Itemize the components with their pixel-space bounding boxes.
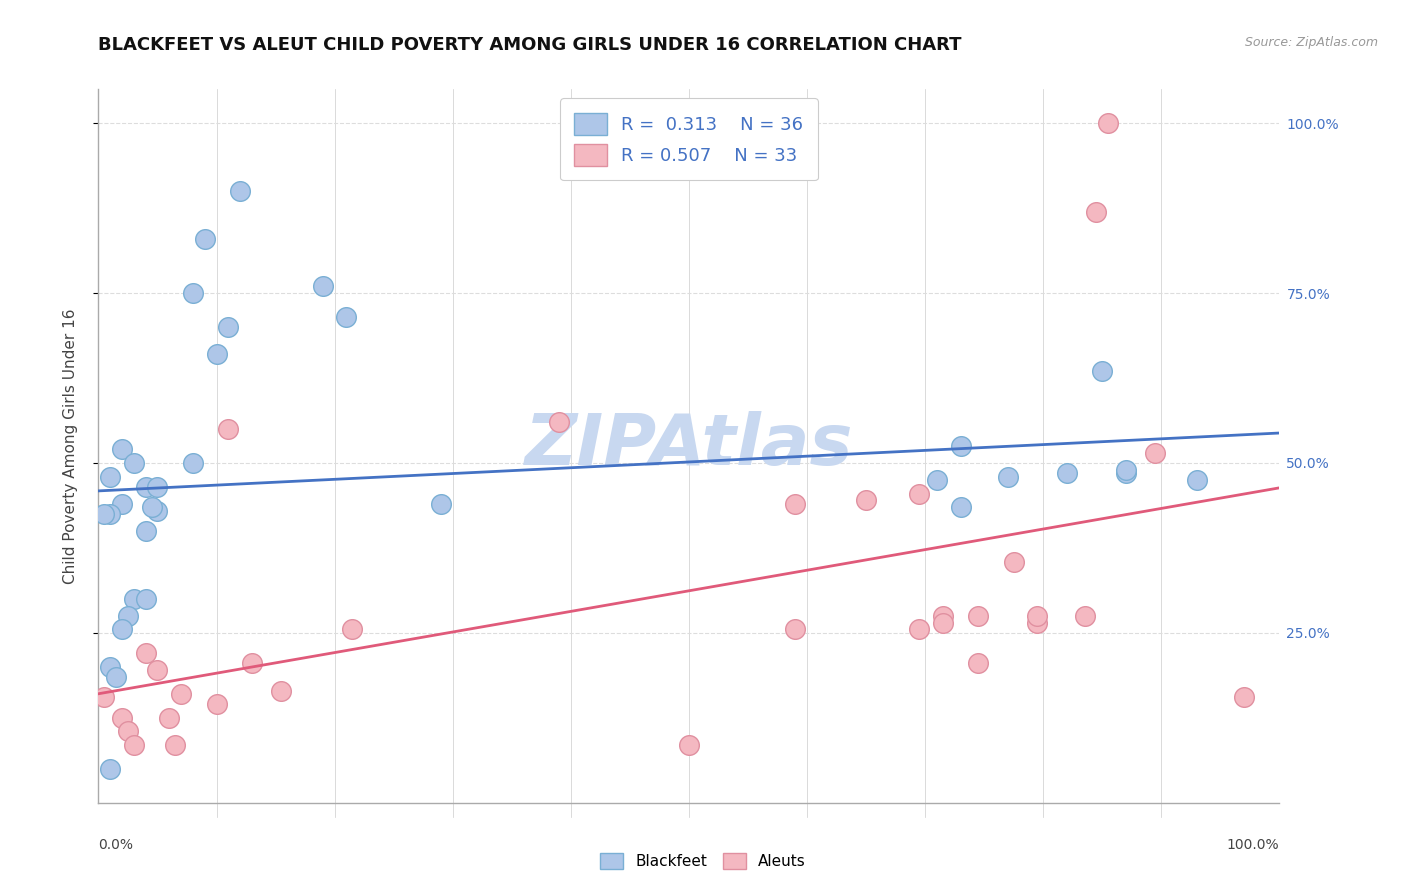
Point	[1026, 615, 1049, 630]
Point	[122, 591, 145, 606]
Point	[1073, 608, 1095, 623]
Point	[157, 711, 180, 725]
Point	[93, 690, 115, 705]
Legend: Blackfeet, Aleuts: Blackfeet, Aleuts	[595, 847, 811, 875]
Point	[1233, 690, 1256, 705]
Point	[932, 608, 955, 623]
Point	[1115, 463, 1137, 477]
Text: 0.0%: 0.0%	[98, 838, 134, 853]
Point	[93, 507, 115, 521]
Point	[105, 670, 128, 684]
Point	[932, 615, 955, 630]
Point	[1097, 116, 1119, 130]
Point	[240, 657, 263, 671]
Point	[967, 608, 990, 623]
Point	[217, 422, 239, 436]
Text: BLACKFEET VS ALEUT CHILD POVERTY AMONG GIRLS UNDER 16 CORRELATION CHART: BLACKFEET VS ALEUT CHILD POVERTY AMONG G…	[98, 36, 962, 54]
Point	[135, 524, 157, 538]
Point	[229, 184, 252, 198]
Point	[1056, 466, 1078, 480]
Point	[146, 663, 169, 677]
Point	[217, 320, 239, 334]
Point	[181, 286, 204, 301]
Point	[949, 500, 972, 515]
Point	[111, 623, 134, 637]
Point	[170, 687, 193, 701]
Point	[111, 497, 134, 511]
Point	[181, 456, 204, 470]
Point	[117, 608, 139, 623]
Point	[949, 439, 972, 453]
Point	[785, 623, 807, 637]
Point	[1085, 204, 1108, 219]
Point	[98, 507, 121, 521]
Point	[855, 493, 877, 508]
Point	[122, 456, 145, 470]
Point	[141, 500, 163, 515]
Point	[1144, 446, 1167, 460]
Point	[1002, 555, 1025, 569]
Point	[135, 646, 157, 660]
Point	[925, 473, 948, 487]
Point	[548, 415, 571, 429]
Point	[1091, 364, 1114, 378]
Point	[1115, 466, 1137, 480]
Point	[997, 469, 1019, 483]
Point	[135, 480, 157, 494]
Point	[146, 503, 169, 517]
Point	[967, 657, 990, 671]
Point	[908, 486, 931, 500]
Point	[342, 623, 364, 637]
Point	[430, 497, 453, 511]
Point	[1185, 473, 1208, 487]
Point	[98, 762, 121, 776]
Point	[270, 683, 292, 698]
Point	[205, 347, 228, 361]
Point	[908, 623, 931, 637]
Point	[98, 660, 121, 674]
Point	[785, 497, 807, 511]
Point	[111, 711, 134, 725]
Text: ZIPAtlas: ZIPAtlas	[524, 411, 853, 481]
Y-axis label: Child Poverty Among Girls Under 16: Child Poverty Among Girls Under 16	[63, 309, 77, 583]
Point	[117, 724, 139, 739]
Point	[335, 310, 357, 324]
Point	[678, 738, 700, 752]
Point	[98, 469, 121, 483]
Point	[205, 698, 228, 712]
Point	[312, 279, 335, 293]
Text: 100.0%: 100.0%	[1227, 838, 1279, 853]
Text: Source: ZipAtlas.com: Source: ZipAtlas.com	[1244, 36, 1378, 49]
Point	[111, 442, 134, 457]
Legend: R =  0.313    N = 36, R = 0.507    N = 33: R = 0.313 N = 36, R = 0.507 N = 33	[560, 98, 818, 180]
Point	[122, 738, 145, 752]
Point	[135, 591, 157, 606]
Point	[194, 232, 217, 246]
Point	[165, 738, 187, 752]
Point	[1026, 608, 1049, 623]
Point	[146, 480, 169, 494]
